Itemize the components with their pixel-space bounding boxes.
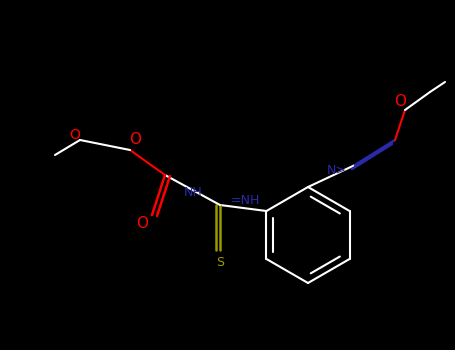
Text: O: O bbox=[70, 128, 81, 142]
Text: O: O bbox=[129, 133, 141, 147]
Text: O: O bbox=[136, 216, 148, 231]
Text: N>: N> bbox=[327, 164, 346, 177]
Text: =NH: =NH bbox=[231, 194, 260, 206]
Text: NH: NH bbox=[184, 186, 202, 198]
Text: S: S bbox=[216, 256, 224, 268]
Text: O: O bbox=[394, 94, 406, 110]
